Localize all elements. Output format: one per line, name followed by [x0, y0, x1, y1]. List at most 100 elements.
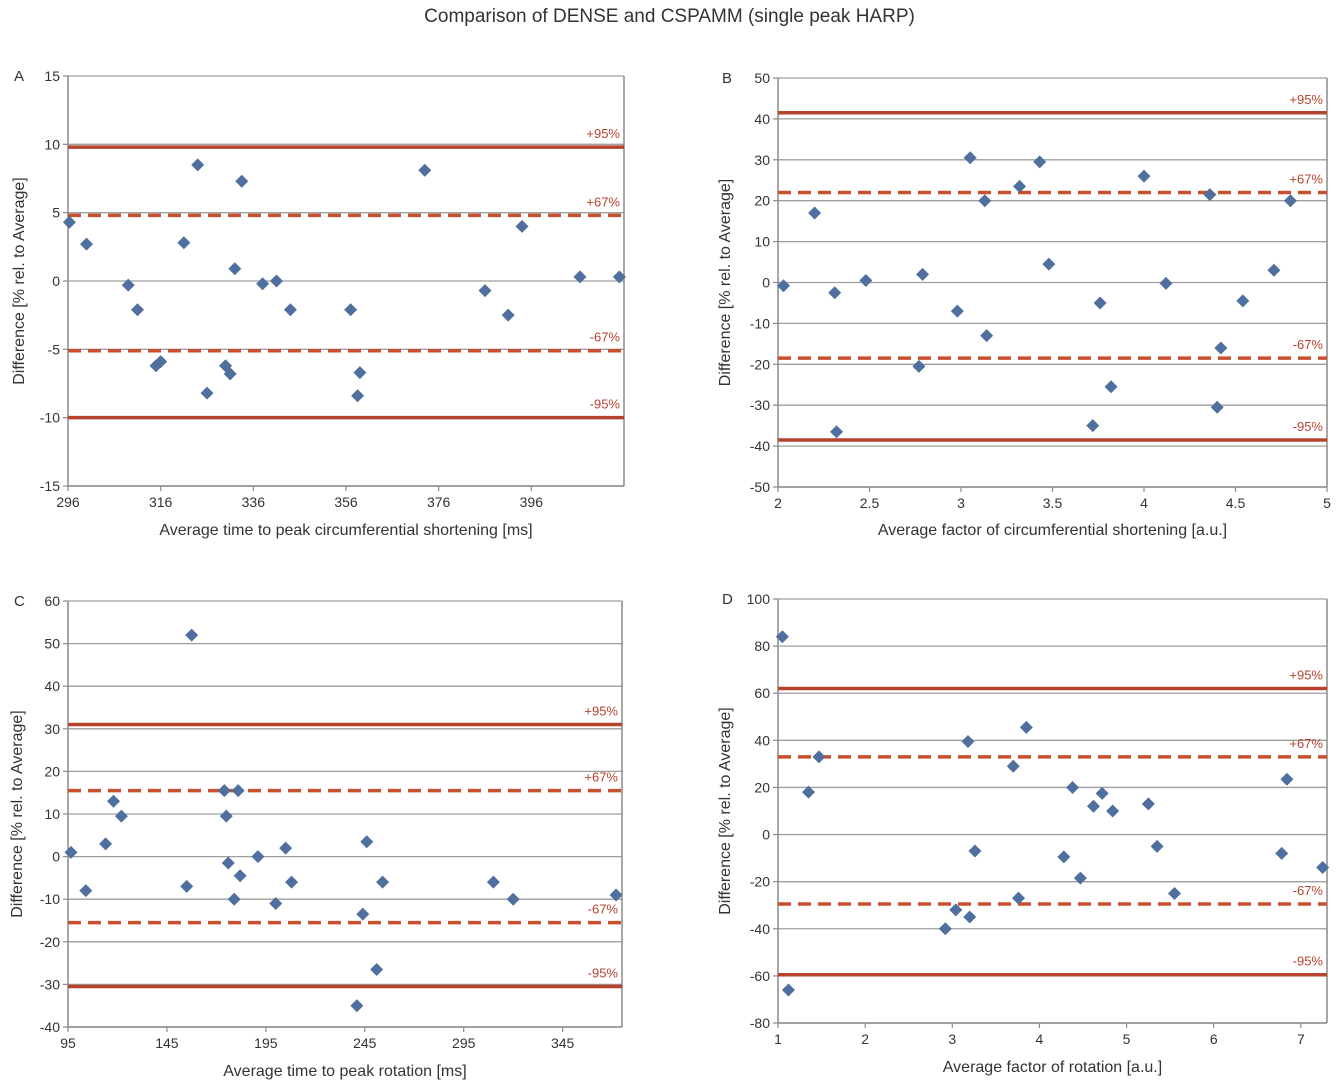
limit-line-label: -95% [588, 966, 619, 981]
x-tick-label: 2 [861, 1031, 869, 1047]
data-point [1012, 891, 1026, 905]
data-point [1104, 380, 1118, 394]
y-tick-label: 80 [754, 638, 770, 654]
data-point [812, 750, 826, 764]
y-tick-label: -30 [40, 976, 60, 992]
data-point [1137, 169, 1151, 183]
data-point [1086, 419, 1100, 433]
x-tick-label: 3.5 [1043, 495, 1063, 511]
x-tick-label: 4 [1036, 1031, 1044, 1047]
data-point [99, 837, 113, 851]
data-point [62, 215, 76, 229]
panel-label: A [14, 68, 24, 85]
y-tick-label: 0 [762, 275, 770, 291]
data-point [1316, 861, 1330, 875]
data-point [830, 425, 844, 439]
data-point [1150, 839, 1164, 853]
data-point [1280, 772, 1294, 786]
y-tick-label: -5 [48, 341, 61, 357]
data-point [221, 856, 235, 870]
y-tick-label: 40 [44, 678, 60, 694]
data-point [1093, 296, 1107, 310]
limit-line-label: +95% [1289, 92, 1323, 107]
data-point [279, 841, 293, 855]
panel-c: -40 -30 -20 -10 0 10 20 30 40 50 60 95 145 195 245 295 3… [9, 593, 623, 1080]
data-point [506, 892, 520, 906]
x-tick-label: 316 [149, 494, 173, 510]
data-point [227, 892, 241, 906]
chart-main-title: Comparison of DENSE and CSPAMM (single p… [424, 6, 915, 27]
data-point [978, 194, 992, 208]
data-point [963, 151, 977, 165]
data-point [1214, 341, 1228, 355]
data-point [828, 286, 842, 300]
y-tick-label: 20 [754, 779, 770, 795]
data-point [781, 983, 795, 997]
data-point [950, 304, 964, 318]
y-tick-label: 40 [754, 111, 770, 127]
data-point [360, 835, 374, 849]
data-point [1210, 400, 1224, 414]
limit-line-label: +95% [1289, 668, 1323, 683]
data-point [154, 355, 168, 369]
limit-line-label: -95% [1293, 954, 1324, 969]
limit-line-label: -67% [1293, 337, 1324, 352]
y-tick-label: -40 [750, 921, 770, 937]
data-point [1006, 759, 1020, 773]
data-point [612, 270, 626, 284]
y-axis-label: Difference [% rel. to Average] [717, 707, 734, 915]
x-tick-label: 5 [1323, 495, 1331, 511]
data-point [180, 879, 194, 893]
panel-b: -50 -40 -30 -20 -10 0 10 20 30 40 50 2 2.5 3 3.5 4 4.5 5 +… [717, 70, 1331, 539]
data-point [223, 367, 237, 381]
x-tick-label: 5 [1123, 1031, 1131, 1047]
data-point [228, 262, 242, 276]
data-point [1267, 263, 1281, 277]
data-point [859, 273, 873, 287]
data-point [1057, 850, 1071, 864]
y-tick-label: 30 [754, 152, 770, 168]
data-point [356, 907, 370, 921]
x-tick-label: 336 [242, 494, 266, 510]
data-point [938, 922, 952, 936]
data-point [235, 174, 249, 188]
y-tick-label: -50 [750, 479, 770, 495]
limit-line-label: -95% [1293, 419, 1324, 434]
limit-line-label: +95% [584, 704, 618, 719]
data-point [802, 785, 815, 799]
y-axis-label: Difference [% rel. to Average] [717, 179, 734, 387]
y-tick-label: 20 [754, 193, 770, 209]
data-point [1042, 257, 1056, 271]
data-point [1095, 786, 1109, 800]
y-tick-label: 15 [44, 68, 60, 84]
x-tick-label: 1 [774, 1031, 782, 1047]
data-point [418, 163, 432, 177]
panel-label: C [14, 593, 25, 610]
data-point [1033, 155, 1047, 169]
y-tick-label: -10 [750, 315, 770, 331]
x-tick-label: 2 [774, 495, 782, 511]
data-point [609, 888, 623, 902]
x-axis-label: Average factor of rotation [a.u.] [943, 1059, 1162, 1076]
y-tick-label: 30 [44, 721, 60, 737]
data-point [79, 884, 93, 898]
data-point [351, 389, 365, 403]
y-tick-label: 10 [754, 234, 770, 250]
limit-line-label: +67% [1289, 736, 1323, 751]
x-axis-label: Average time to peak circumferential sho… [159, 522, 532, 539]
data-point [283, 303, 297, 317]
x-tick-label: 245 [353, 1035, 377, 1051]
data-point [350, 999, 364, 1013]
y-tick-label: 100 [747, 591, 771, 607]
y-tick-label: 50 [754, 70, 770, 86]
y-tick-label: 40 [754, 732, 770, 748]
data-point [64, 845, 78, 859]
data-point [515, 219, 529, 233]
data-point [1086, 799, 1100, 813]
y-tick-label: -20 [40, 934, 60, 950]
y-tick-label: 0 [52, 849, 60, 865]
data-point [1066, 780, 1080, 794]
limit-line-label: +95% [586, 126, 620, 141]
x-tick-label: 296 [56, 494, 80, 510]
x-axis-label: Average time to peak rotation [ms] [223, 1063, 466, 1080]
